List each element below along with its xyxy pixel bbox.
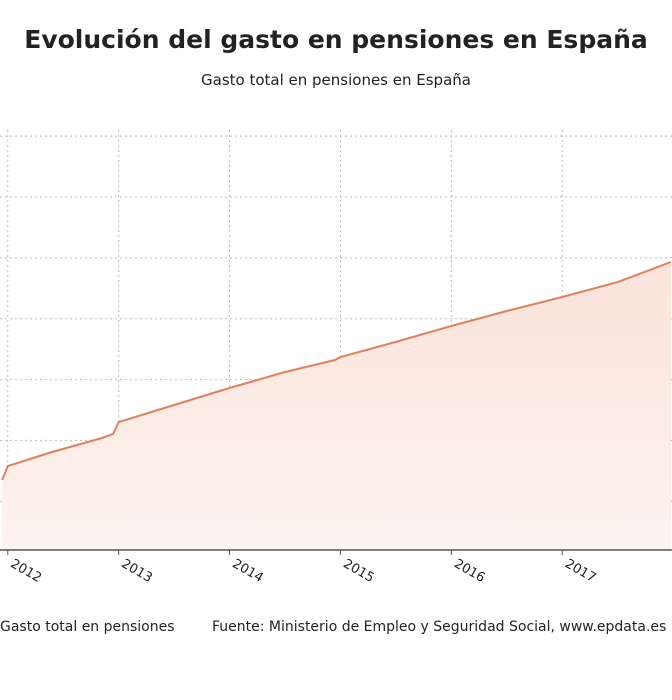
- x-tick-label: 2015: [340, 556, 376, 586]
- x-tick-label: 2012: [8, 556, 44, 586]
- chart-title: Evolución del gasto en pensiones en Espa…: [24, 25, 648, 54]
- legend-label: Gasto total en pensiones: [0, 619, 175, 635]
- chart-subtitle: Gasto total en pensiones en España: [201, 71, 471, 89]
- x-tick-label: 2016: [451, 556, 487, 586]
- x-tick-label: 2014: [230, 556, 266, 586]
- plot-area: 2012201320142015201620172018: [0, 130, 672, 586]
- area: [2, 262, 671, 550]
- source: Fuente: Ministerio de Empleo y Seguridad…: [212, 619, 666, 635]
- x-tick-label: 2017: [562, 556, 598, 586]
- x-tick-label: 2013: [119, 556, 155, 586]
- line: [1, 261, 672, 481]
